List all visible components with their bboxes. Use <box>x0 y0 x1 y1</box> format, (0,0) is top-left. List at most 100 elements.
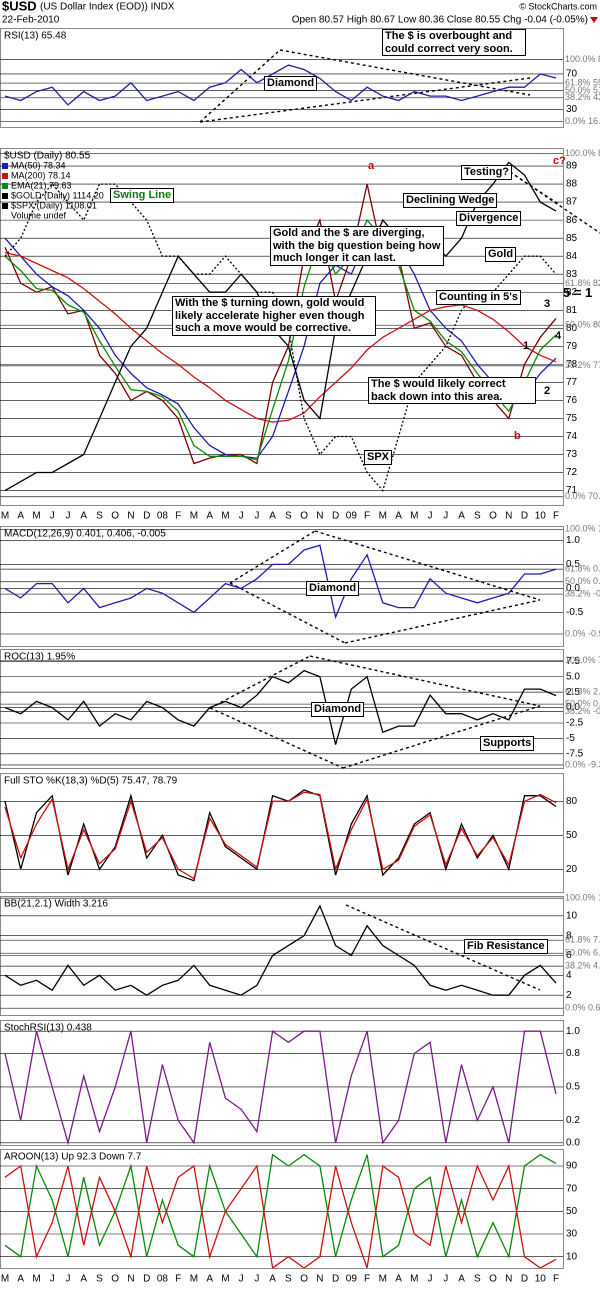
fib-label: 61.8% 2.48 <box>565 687 600 697</box>
series-group <box>4 789 557 882</box>
fib-label: 50.0% 0.14 <box>565 576 600 586</box>
trend-line <box>279 49 531 96</box>
fib-label: 100.0% 1.23 <box>565 524 600 534</box>
symbol: $USD <box>2 0 37 13</box>
x-tick-label: F <box>175 511 181 522</box>
annotation: SPX <box>364 450 393 465</box>
legend-swatch <box>2 183 8 189</box>
fib-label: 61.8% 59.64 <box>565 77 600 87</box>
x-tick-label: S <box>474 511 481 522</box>
fib-label: 100.0% 86.45 <box>565 54 600 64</box>
panel-title: RSI(13) 65.48 <box>4 31 67 42</box>
fib-label: 0.0% 70.66 <box>565 491 600 501</box>
annotation: Swing Line <box>110 188 175 203</box>
x-tick-label: J <box>239 511 244 522</box>
annotation: Testing? <box>461 165 513 180</box>
panel-frame <box>0 1149 564 1269</box>
fib-label: 38.2% 4.92 <box>565 961 600 971</box>
x-tick-label: 08 <box>157 511 169 522</box>
x-tick-label: F <box>364 1274 370 1285</box>
y-tick-label: 85 <box>566 233 578 244</box>
panel-frame <box>0 28 564 128</box>
y-tick-label: -0.5 <box>566 607 584 618</box>
annotation: With the $ turning down, gold would like… <box>172 296 376 336</box>
trend-line <box>309 655 541 707</box>
x-tick-label: A <box>206 511 213 522</box>
fib-label: 61.8% 82.49 <box>565 278 600 288</box>
y-tick-label: 4 <box>566 970 572 981</box>
trend-line <box>209 707 344 769</box>
legend-swatch <box>2 163 8 169</box>
annotation: Gold and the $ are diverging, with the b… <box>270 226 444 266</box>
x-tick-label: M <box>221 511 229 522</box>
annotation: Fib Resistance <box>464 939 548 954</box>
x-tick-label: D <box>521 1274 528 1285</box>
x-tick-label: N <box>505 1274 512 1285</box>
x-tick-label: J <box>50 511 55 522</box>
y-tick-label: 84 <box>566 251 578 262</box>
series-group <box>4 669 557 745</box>
y-tick-label: 30 <box>566 104 578 115</box>
y-tick-label: 74 <box>566 431 578 442</box>
annotation: b <box>514 430 521 442</box>
series-line <box>4 183 557 465</box>
x-tick-label: A <box>206 1274 213 1285</box>
trend-line <box>345 904 541 991</box>
y-tick-label: 72 <box>566 467 578 478</box>
fib-label: 38.2% -0.63 <box>565 706 600 716</box>
fib-label: 100.0% 11.78 <box>565 893 600 903</box>
annotation: 5 = 1 <box>563 285 593 300</box>
y-tick-label: 70 <box>566 1183 578 1194</box>
x-tick-label: M <box>379 1274 387 1285</box>
x-tick-label: F <box>175 1274 181 1285</box>
fib-label: 38.2% -0.12 <box>565 589 600 599</box>
y-tick-label: 75 <box>566 413 578 424</box>
y-tick-label: 86 <box>566 215 578 226</box>
annotation: Declining Wedge <box>403 193 498 208</box>
panel-frame <box>0 526 564 647</box>
legend-swatch <box>2 193 8 199</box>
annotation: c? <box>553 155 566 167</box>
x-tick-label: J <box>254 511 259 522</box>
annotation: Counting in 5's <box>436 290 521 305</box>
annotation: Diamond <box>264 76 318 91</box>
fib-label: 50.0% 6.23 <box>565 948 600 958</box>
x-tick-label: A <box>395 511 402 522</box>
x-tick-label: S <box>285 511 292 522</box>
x-tick-label: A <box>80 1274 87 1285</box>
y-tick-label: 82 <box>566 287 578 298</box>
x-tick-label: J <box>50 1274 55 1285</box>
y-tick-label: 80 <box>566 323 578 334</box>
x-tick-label: A <box>269 511 276 522</box>
fib-label: 50.0% 51.35 <box>565 85 600 95</box>
series-line <box>4 544 557 620</box>
x-tick-label: N <box>505 511 512 522</box>
y-tick-label: 5.0 <box>566 671 580 682</box>
x-tick-label: O <box>300 511 308 522</box>
series-line <box>4 183 557 492</box>
fib-label: 50.0% 80.17 <box>565 320 600 330</box>
annotation: Supports <box>480 736 535 751</box>
y-tick-label: 87 <box>566 197 578 208</box>
x-tick-label: M <box>410 511 418 522</box>
y-tick-label: 78 <box>566 359 578 370</box>
y-tick-label: 0.5 <box>566 1082 580 1093</box>
y-tick-label: 50 <box>566 1206 578 1217</box>
annotation: Gold <box>485 247 517 262</box>
x-tick-label: 09 <box>346 511 358 522</box>
y-tick-label: 79 <box>566 341 578 352</box>
x-tick-label: A <box>458 511 465 522</box>
x-tick-label: J <box>428 1274 433 1285</box>
legend-swatch <box>2 173 8 179</box>
fib-label: 100.0% 7.6 <box>565 655 600 665</box>
x-tick-label: M <box>190 1274 198 1285</box>
series-line <box>4 1030 557 1145</box>
series-line <box>4 64 557 106</box>
panel-title: StochRSI(13) 0.438 <box>4 1023 92 1034</box>
y-tick-label: 6 <box>566 950 572 961</box>
x-tick-label: M <box>410 1274 418 1285</box>
x-tick-label: D <box>143 511 150 522</box>
y-tick-label: 70 <box>566 69 578 80</box>
panel-frame <box>0 148 564 506</box>
fib-label: 38.2% 77.92 <box>565 360 600 370</box>
